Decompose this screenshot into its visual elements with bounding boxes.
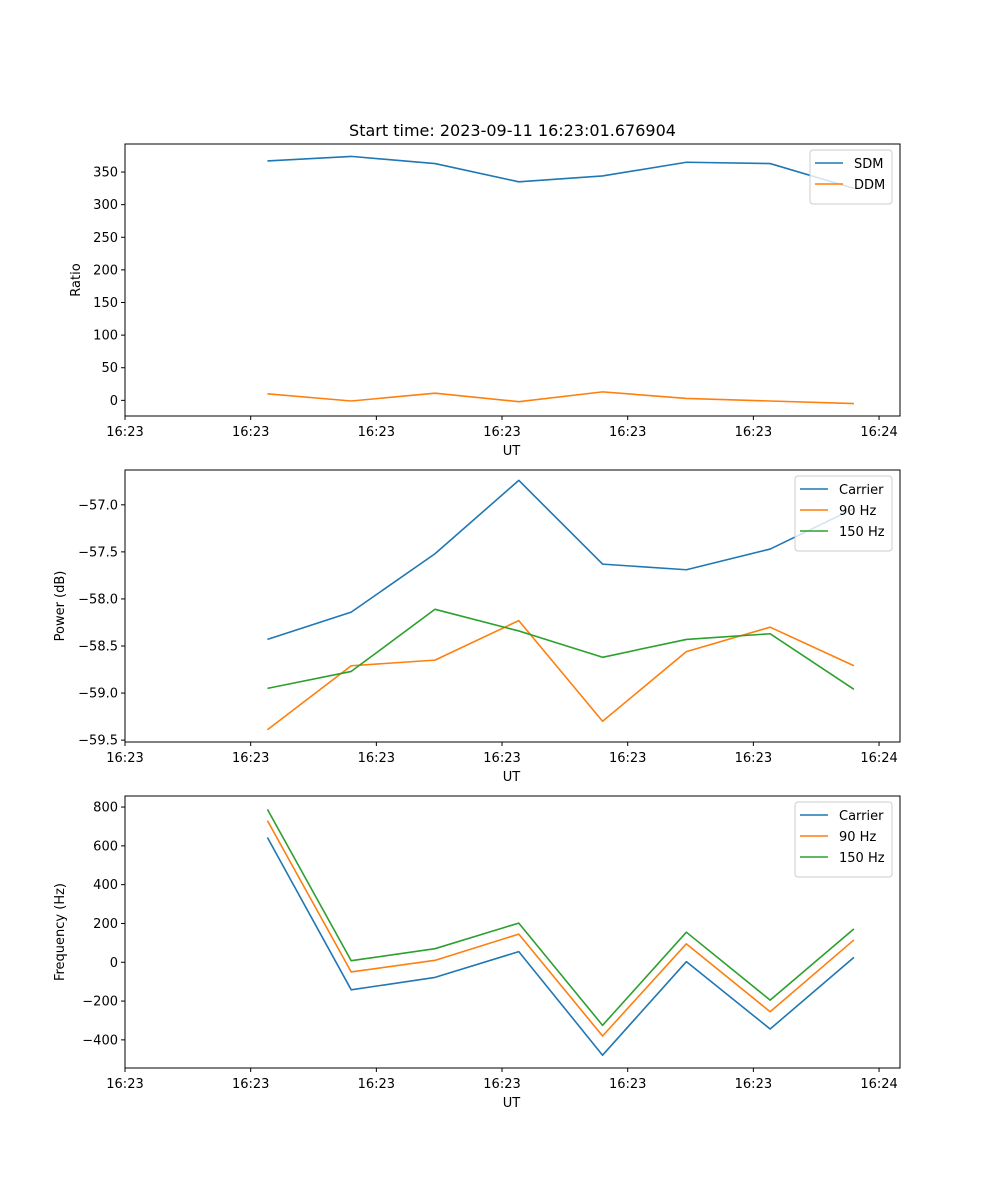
x-tick-label: 16:24 [860,751,897,766]
x-tick-label: 16:23 [232,751,269,766]
x-axis-label: UT [503,770,521,785]
chart-panel-1: Start time: 2023-09-11 16:23:01.676904 0 5… [69,121,901,459]
x-tick-label: 16:23 [358,1077,395,1092]
y-tick-label: 50 [101,361,118,376]
y-axis-label: Frequency (Hz) [53,883,68,981]
x-tick-label: 16:23 [609,425,646,440]
x-tick-label: 16:23 [483,425,520,440]
legend: SDM DDM [809,149,893,205]
legend-box [794,475,893,552]
legend-label: 150 Hz [839,525,885,540]
legend-label: 90 Hz [839,830,876,845]
series-line-90-hz [266,619,855,731]
plot-area-frame [124,143,901,417]
y-tick-label: 300 [93,198,118,213]
legend-label: SDM [854,157,883,172]
series-line-ddm [267,391,854,405]
chart-panel-2: −59.5 −59.0 −58.5 −58.0 −57.5 −57.0 16:23 16:23… [53,469,901,785]
legend-box [794,801,893,878]
y-tick-label: 200 [93,917,118,932]
x-tick-label: 16:23 [735,751,772,766]
y-tick-label: 800 [93,801,118,816]
y-tick-label: 400 [93,878,118,893]
y-tick-label: −59.0 [78,687,118,702]
x-tick-label: 16:23 [358,751,395,766]
x-axis-label: UT [503,444,521,459]
legend-label: Carrier [839,483,884,498]
chart-title: Start time: 2023-09-11 16:23:01.676904 [349,121,676,140]
y-tick-label: −58.5 [78,640,118,655]
x-tick-label: 16:23 [106,425,143,440]
y-tick-label: 600 [93,839,118,854]
legend: Carrier 90 Hz 150 Hz [794,475,893,552]
y-tick-label: 100 [93,329,118,344]
series-line-150-hz [267,608,855,690]
y-axis-label: Ratio [69,263,84,296]
legend-label: Carrier [839,809,884,824]
x-tick-label: 16:23 [609,1077,646,1092]
x-tick-label: 16:23 [232,425,269,440]
chart-panel-3: −400 −200 0 200 400 600 800 16:23 16:23 16:23 16:2… [53,795,901,1111]
y-tick-label: −58.0 [78,592,118,607]
x-tick-label: 16:23 [106,1077,143,1092]
plot-area-frame [124,795,901,1069]
y-tick-label: −200 [82,995,118,1010]
x-tick-label: 16:23 [483,1077,520,1092]
y-tick-label: −57.0 [78,498,118,513]
y-tick-label: −57.5 [78,545,118,560]
series-line-150-hz [266,809,855,1027]
legend-label: DDM [854,178,885,193]
x-tick-label: 16:23 [483,751,520,766]
series-line-90-hz [266,820,855,1037]
series-line-carrier [266,837,855,1056]
legend-label: 90 Hz [839,504,876,519]
y-tick-label: 0 [110,394,118,409]
series-line-carrier [267,479,855,641]
x-tick-label: 16:23 [232,1077,269,1092]
y-tick-label: −59.5 [78,734,118,749]
y-tick-label: 250 [93,231,118,246]
y-tick-label: 200 [93,263,118,278]
x-tick-label: 16:23 [735,425,772,440]
x-tick-label: 16:23 [358,425,395,440]
x-tick-label: 16:23 [609,751,646,766]
y-axis-label: Power (dB) [53,571,68,642]
x-tick-label: 16:24 [860,425,897,440]
y-tick-label: 0 [110,956,118,971]
y-tick-label: −400 [82,1033,118,1048]
legend-label: 150 Hz [839,851,885,866]
y-tick-label: 150 [93,296,118,311]
series-line-sdm [267,155,855,190]
plot-area-frame [124,469,901,743]
x-tick-label: 16:24 [860,1077,897,1092]
legend: Carrier 90 Hz 150 Hz [794,801,893,878]
x-axis-label: UT [503,1096,521,1111]
x-tick-label: 16:23 [106,751,143,766]
y-tick-label: 350 [93,166,118,181]
x-tick-label: 16:23 [735,1077,772,1092]
